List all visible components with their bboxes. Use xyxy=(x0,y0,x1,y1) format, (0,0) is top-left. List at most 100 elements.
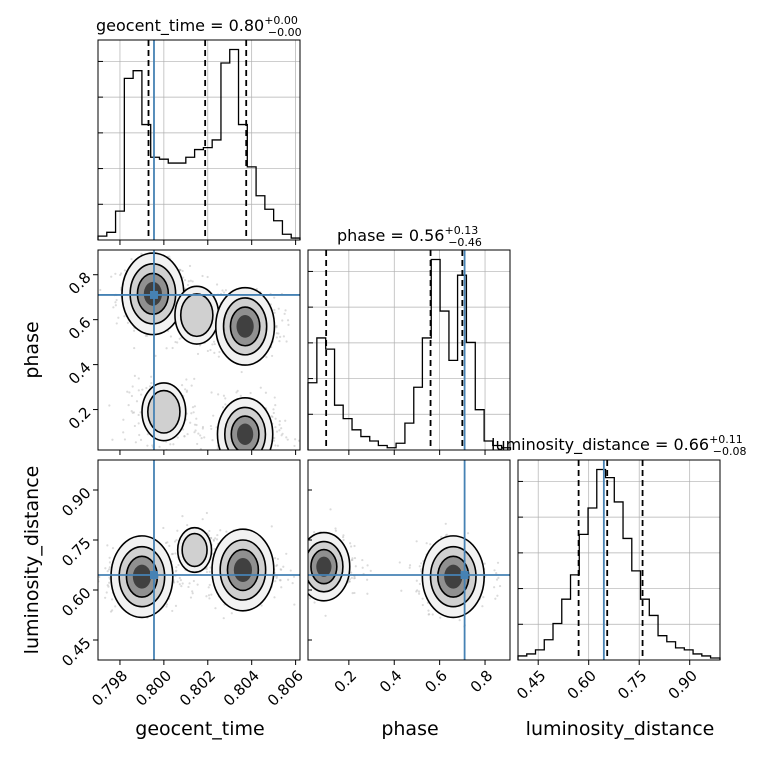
scatter-point xyxy=(186,283,190,287)
scatter-point xyxy=(495,578,499,581)
scatter-point xyxy=(282,335,286,338)
panel-frame xyxy=(97,39,301,241)
scatter-point xyxy=(107,585,110,588)
scatter-point xyxy=(225,530,228,533)
contour-line xyxy=(229,306,261,347)
scatter-point xyxy=(272,408,275,411)
histogram-bin xyxy=(396,443,405,450)
scatter-point xyxy=(120,272,123,275)
scatter-point xyxy=(182,276,185,279)
scatter-point xyxy=(274,444,277,447)
histogram-bin xyxy=(571,575,580,660)
scatter-point xyxy=(273,557,277,560)
scatter-point xyxy=(171,346,174,350)
scatter-point xyxy=(148,385,152,388)
scatter-point xyxy=(361,566,364,569)
scatter-point xyxy=(431,613,434,616)
scatter-point xyxy=(398,561,401,564)
scatter-point xyxy=(132,329,136,332)
histogram-bin xyxy=(177,163,186,240)
scatter-point xyxy=(115,322,118,325)
histogram-bin xyxy=(693,654,702,660)
scatter-point xyxy=(417,590,421,593)
scatter-point xyxy=(176,529,179,532)
scatter-point xyxy=(427,613,430,616)
scatter-point xyxy=(193,431,196,434)
scatter-point xyxy=(162,526,165,530)
scatter-point xyxy=(273,436,276,440)
scatter-point xyxy=(353,577,356,580)
histogram-bin xyxy=(335,405,344,450)
scatter-point xyxy=(341,536,345,539)
scatter-point xyxy=(216,447,219,450)
scatter-point xyxy=(181,269,184,273)
histogram-bin xyxy=(151,157,160,240)
x-axis-label-geocent-time: geocent_time xyxy=(135,718,264,740)
histogram-geocent_time xyxy=(97,48,301,240)
scatter-point xyxy=(112,306,115,309)
scatter-point xyxy=(215,538,219,541)
scatter-point xyxy=(115,298,118,302)
scatter-point xyxy=(106,570,109,573)
scatter-point xyxy=(208,583,211,587)
contour-line xyxy=(310,548,338,585)
scatter-point xyxy=(201,427,204,430)
scatter-point xyxy=(207,594,211,597)
scatter-point xyxy=(181,428,185,431)
scatter-point xyxy=(215,283,219,286)
contour-line xyxy=(308,531,351,602)
scatter-point xyxy=(203,436,206,439)
scatter-point xyxy=(350,576,354,580)
scatter-point xyxy=(211,439,214,442)
scatter-point xyxy=(210,593,213,596)
scatter-point xyxy=(420,568,423,571)
scatter-point xyxy=(278,340,281,343)
scatter-point xyxy=(189,421,192,424)
scatter-point xyxy=(366,578,369,581)
contour-line xyxy=(176,526,213,574)
scatter-point xyxy=(277,332,280,335)
density-cell xyxy=(236,423,254,446)
scatter-point xyxy=(217,355,220,358)
scatter-point xyxy=(276,444,280,447)
scatter-point xyxy=(114,272,117,275)
histogram-bin xyxy=(614,502,623,660)
scatter-point xyxy=(287,323,290,326)
scatter-point xyxy=(169,443,172,446)
scatter-point xyxy=(347,580,351,583)
panel-frame xyxy=(97,459,301,661)
histogram-bin xyxy=(405,423,414,450)
density-cell xyxy=(316,556,332,577)
scatter-point xyxy=(198,344,202,347)
scatter-point xyxy=(297,439,300,442)
scatter-point xyxy=(145,386,148,390)
scatter-point xyxy=(111,598,114,601)
scatter-point xyxy=(212,538,215,541)
scatter-point xyxy=(171,609,174,613)
contour-line xyxy=(136,272,170,316)
scatter-point xyxy=(172,443,175,446)
histogram-bin xyxy=(265,209,274,240)
scatter-point xyxy=(105,591,108,594)
scatter-point xyxy=(181,515,184,518)
scatter-point xyxy=(273,296,276,299)
scatter-point xyxy=(133,424,136,428)
scatter-point xyxy=(170,552,174,556)
scatter-point xyxy=(191,592,194,595)
title-geocent-time: geocent_time = 0.80+0.00 −0.00 xyxy=(96,14,302,39)
scatter-point xyxy=(130,394,134,398)
scatter-point xyxy=(273,308,276,312)
scatter-point xyxy=(284,419,287,422)
scatter-point xyxy=(427,609,430,612)
scatter-point xyxy=(354,565,357,568)
histogram-bin xyxy=(667,642,676,660)
scatter-point xyxy=(123,269,126,272)
scatter-point xyxy=(176,341,179,344)
scatter-point xyxy=(282,565,285,568)
scatter-point xyxy=(208,529,211,533)
scatter-point xyxy=(209,536,213,540)
scatter-point xyxy=(277,307,280,310)
contour-line xyxy=(429,545,477,608)
